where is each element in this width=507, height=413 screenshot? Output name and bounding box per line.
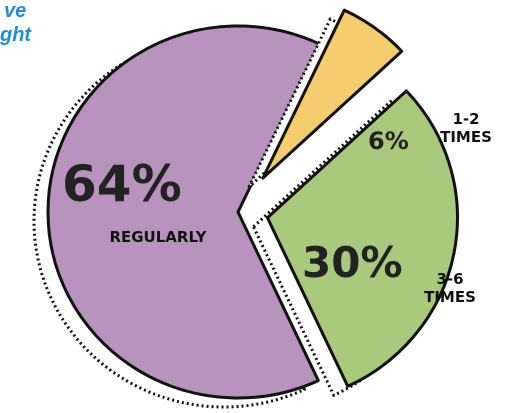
slice-wedge: [46, 24, 321, 400]
value-label: 64%: [62, 155, 182, 213]
slice: [251, 89, 459, 398]
slice-wedge: [265, 89, 459, 388]
category-label: 3-6 TIMES: [424, 270, 476, 306]
value-label: 30%: [302, 238, 403, 287]
annotation: ve: [4, 0, 27, 22]
slice: [247, 8, 404, 189]
annotation: ght: [0, 24, 32, 46]
slice-wedge: [261, 8, 404, 180]
category-label: 1-2 TIMES: [440, 110, 492, 146]
slice: [32, 24, 321, 409]
value-label: 6%: [368, 127, 409, 155]
category-label: REGULARLY: [109, 228, 207, 246]
